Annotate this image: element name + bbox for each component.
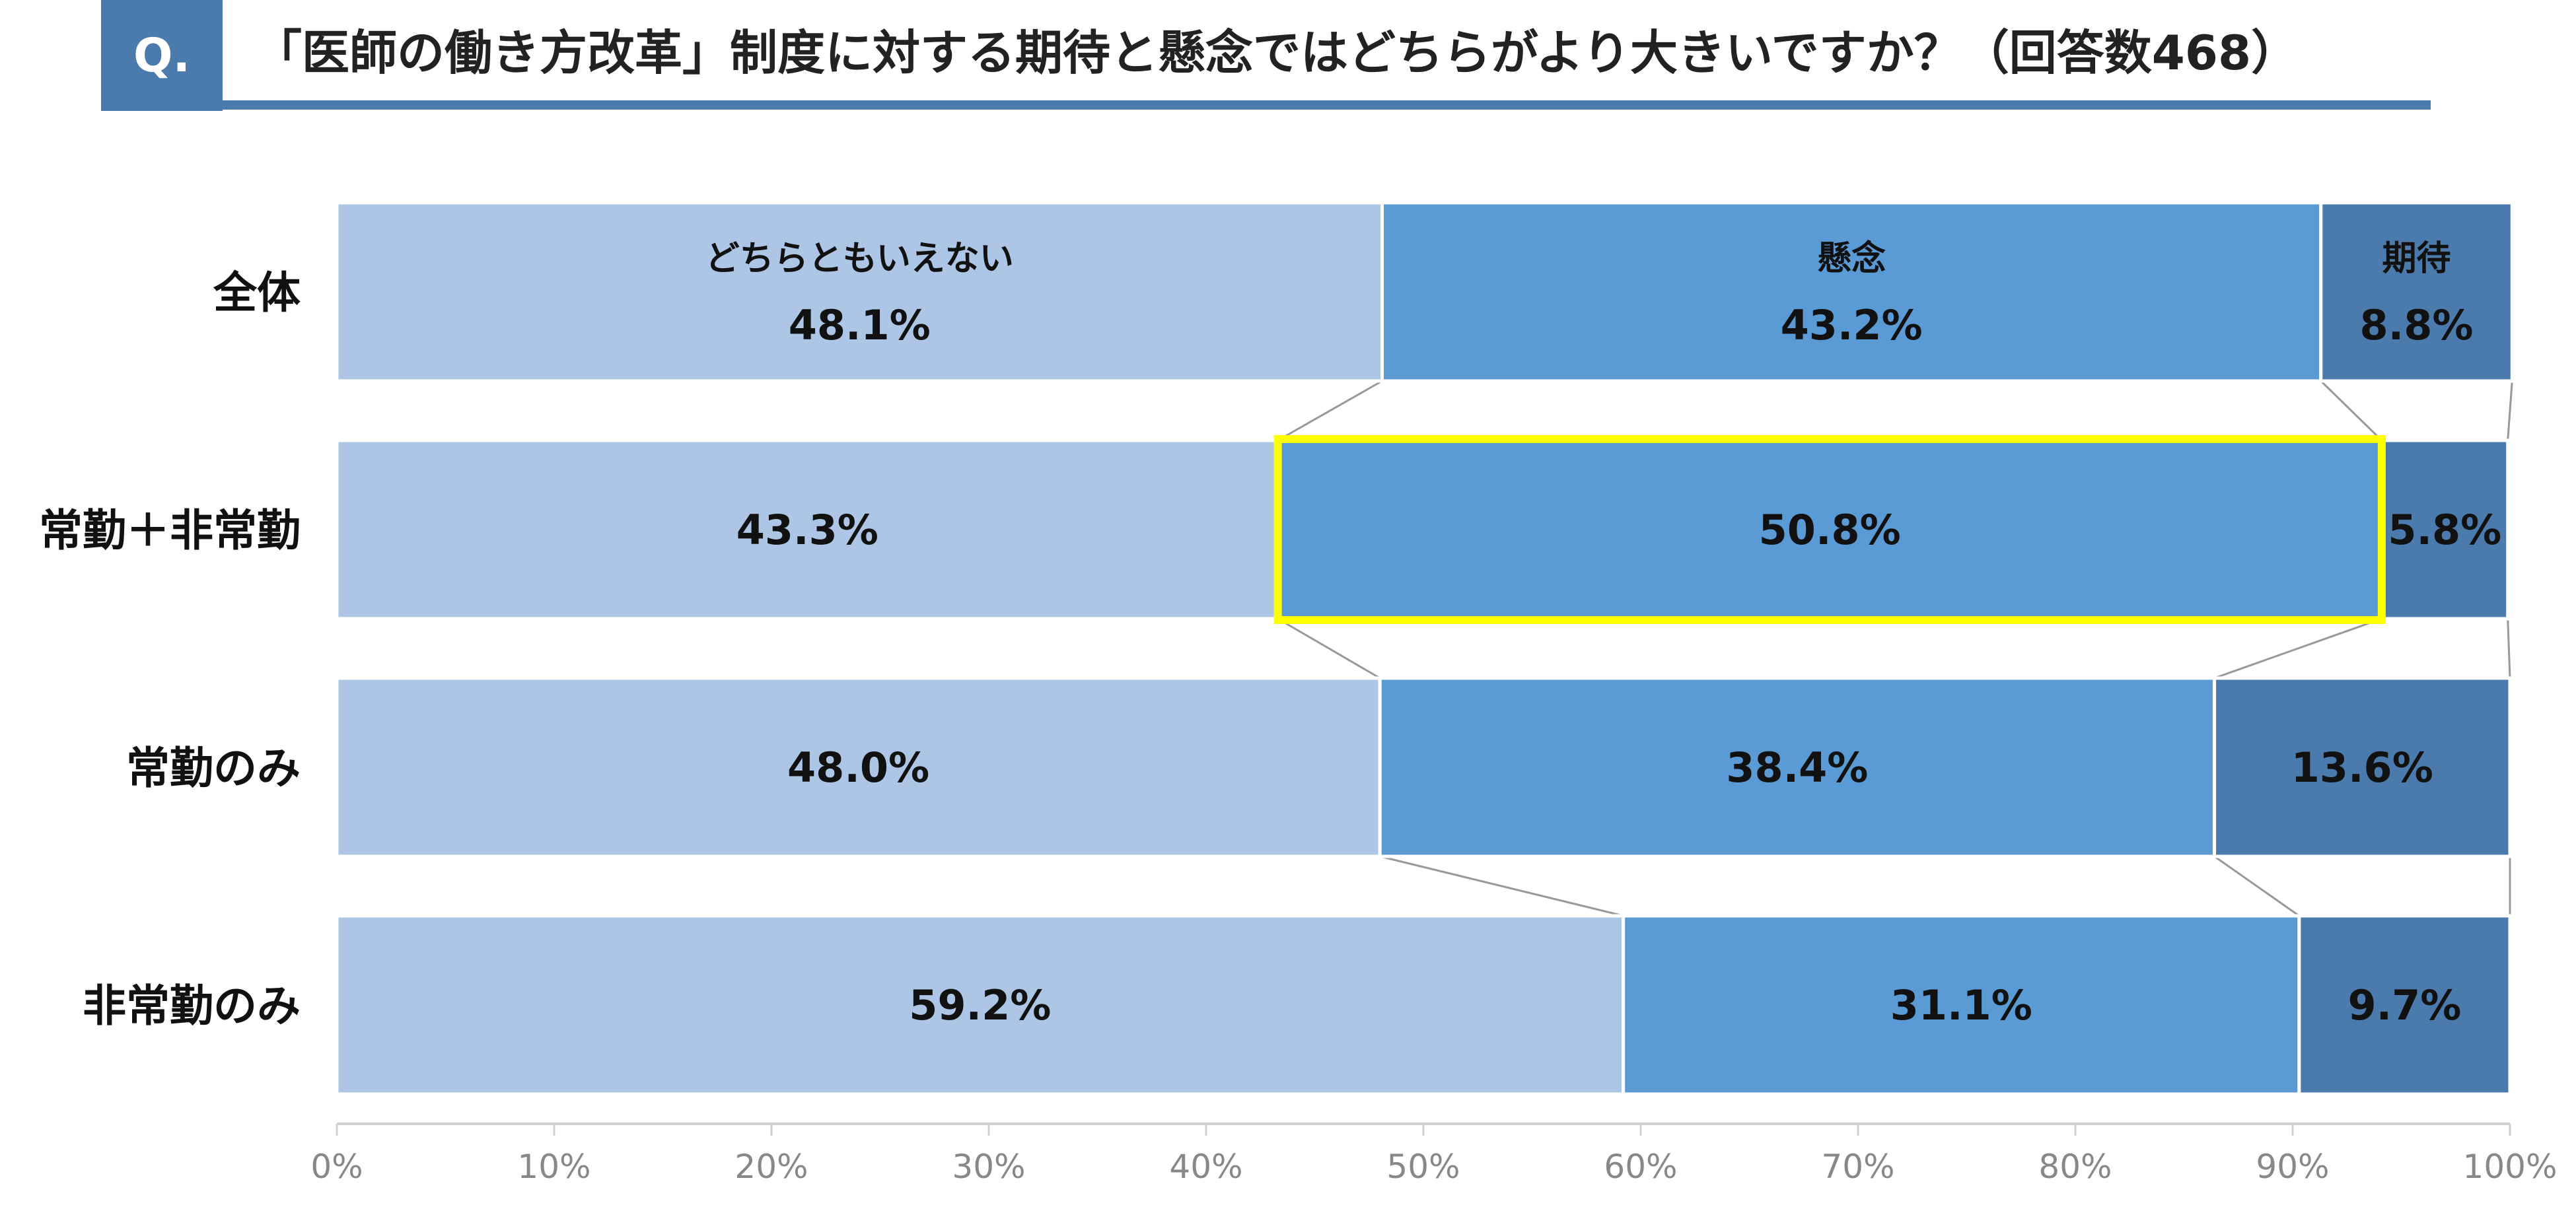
category-label: 常勤のみ [126,743,301,794]
connector-line [2320,380,2382,442]
connector-line [2507,618,2511,679]
data-label: 5.8% [2388,506,2501,554]
bar-segment [2213,676,2512,858]
data-label: 8.8% [2360,301,2474,349]
bar-segment [2297,914,2512,1096]
highlight-boxes [1273,435,2386,624]
bar-segment [1380,201,2323,383]
category-label: 非常勤のみ [83,981,301,1031]
connector-line [2213,855,2300,917]
data-label: 31.1% [1890,981,2032,1029]
data-label: 9.7% [2347,981,2461,1029]
data-label: 43.2% [1781,301,1923,349]
segment-series-name: どちらともいえない [705,239,1014,279]
data-label: 50.8% [1759,506,1901,554]
bar-segments [335,201,2514,1096]
data-label: 13.6% [2291,743,2433,792]
segment-labels: どちらともいえない 48.1% 懸念 43.2% 期待 8.8% 43.3% 50.8% 5.8… [705,239,2502,1029]
bar-segment [1378,676,2217,858]
data-label: 59.2% [909,981,1051,1029]
connector-line [2507,380,2513,441]
bar-segment [335,914,1626,1096]
data-label: 43.3% [736,506,878,554]
x-tick-label: 20% [734,1148,808,1186]
x-tick-label: 40% [1169,1148,1242,1186]
bar-segment [335,438,1280,621]
segment-series-name: 懸念 [1817,239,1886,279]
question-header: Q. 「医師の働き方改革」制度に対する期待と懸念ではどちらがより大きいですか？（… [0,0,2576,119]
highlight-box [1273,435,2386,624]
connector-line [2214,617,2382,679]
bar-segment [335,201,1384,383]
question-badge: Q. [101,0,223,111]
bar-segment [335,676,1382,858]
data-label: 38.4% [1726,743,1868,792]
connector-line [1379,855,1624,917]
x-tick-label: 50% [1386,1148,1460,1186]
connector-line [1277,380,1383,442]
x-tick-label: 100% [2463,1148,2558,1186]
connector-lines [1277,380,2513,917]
question-title: 「医師の働き方改革」制度に対する期待と懸念ではどちらがより大きいですか？（回答数… [254,25,2299,81]
bar-segment [1276,438,2384,621]
x-tick-label: 60% [1604,1148,1677,1186]
category-label: 全体 [213,267,301,318]
segment-series-name: 期待 [2382,239,2451,279]
data-label: 48.0% [787,743,929,792]
x-tick-label: 90% [2256,1148,2329,1186]
x-tick-label: 70% [1821,1148,1894,1186]
title-underline [223,100,2431,110]
bar-segment [2319,201,2514,383]
bar-segment [2380,438,2510,621]
data-label: 48.1% [789,301,931,349]
x-axis: 0% 10% 20% 30% 40% 50% 60% 70% 80% 90% 100% [310,1122,2558,1186]
x-tick-label: 0% [310,1148,363,1186]
bar-segment [1622,914,2301,1096]
category-label: 常勤＋非常勤 [39,505,301,556]
x-tick-label: 80% [2038,1148,2112,1186]
x-tick-label: 10% [517,1148,590,1186]
connector-line [1277,617,1380,679]
x-tick-label: 30% [952,1148,1025,1186]
